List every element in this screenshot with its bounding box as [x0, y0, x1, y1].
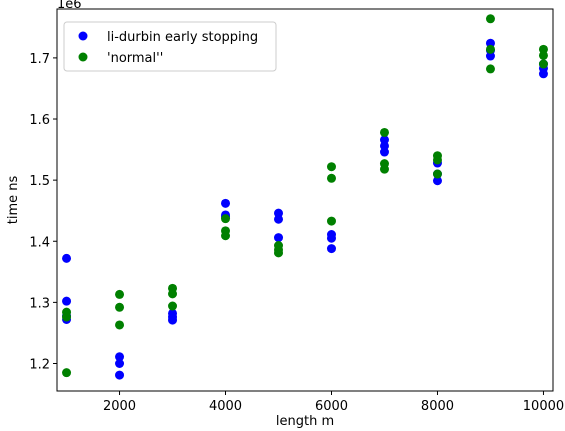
point-series1-2 [62, 368, 72, 378]
point-series0-27 [485, 51, 495, 61]
point-series1-25 [485, 44, 495, 54]
point-series1-28 [538, 50, 548, 60]
y-tick-label: 1.2 [29, 357, 50, 372]
point-series0-30 [538, 69, 548, 79]
legend: li-durbin early stopping 'normal'' [63, 21, 277, 72]
point-series0-1 [62, 296, 72, 306]
point-series1-22 [432, 155, 442, 165]
point-series1-3 [115, 289, 125, 299]
point-series0-10 [221, 198, 231, 208]
point-series0-21 [379, 147, 389, 157]
point-series1-17 [326, 216, 336, 226]
x-tick-label: 2000 [103, 399, 136, 414]
y-tick-label: 1.3 [29, 296, 50, 311]
x-tick-label: 8000 [421, 399, 454, 414]
point-series1-5 [115, 320, 125, 330]
point-series1-29 [538, 59, 548, 69]
y-axis: 1.2 1.3 1.4 1.5 1.6 1.7 [29, 52, 57, 372]
x-axis-label: length m [276, 414, 334, 429]
point-series1-23 [432, 169, 442, 179]
point-series1-24 [485, 14, 495, 24]
point-series1-18 [379, 127, 389, 137]
legend-marker [78, 31, 88, 41]
point-series0-5 [115, 358, 125, 368]
point-series1-20 [379, 164, 389, 174]
point-series1-14 [274, 248, 284, 258]
point-series1-8 [168, 301, 178, 311]
plot-frame [56, 8, 554, 392]
point-series0-0 [62, 253, 72, 263]
point-series1-11 [221, 231, 231, 241]
point-series1-1 [62, 312, 72, 322]
legend-label: li-durbin early stopping [107, 30, 258, 45]
point-series0-9 [168, 315, 178, 325]
point-series0-18 [326, 244, 336, 254]
legend-box [63, 21, 277, 72]
point-series0-4 [115, 352, 125, 362]
point-series0-15 [274, 233, 284, 243]
x-axis: 2000 4000 6000 8000 10000 [103, 391, 564, 414]
y-tick-label: 1.4 [29, 235, 50, 250]
point-series1-4 [115, 302, 125, 312]
y-offset-text: 1e6 [57, 0, 82, 12]
x-tick-label: 6000 [315, 399, 348, 414]
x-tick-label: 4000 [209, 399, 242, 414]
point-series0-14 [274, 214, 284, 224]
point-series0-17 [326, 233, 336, 243]
point-series1-26 [485, 64, 495, 74]
y-tick-label: 1.5 [29, 174, 50, 189]
y-tick-label: 1.6 [29, 113, 50, 128]
point-series1-15 [326, 162, 336, 172]
points-layer [62, 14, 548, 380]
y-tick-label: 1.7 [29, 52, 50, 67]
x-tick-label: 10000 [523, 399, 564, 414]
y-axis-label: time ns [6, 176, 21, 225]
point-series0-24 [432, 176, 442, 186]
point-series1-16 [326, 173, 336, 183]
point-series1-9 [221, 214, 231, 224]
legend-label: 'normal'' [107, 51, 163, 66]
point-series0-6 [115, 370, 125, 380]
legend-marker [78, 52, 88, 62]
point-series1-7 [168, 289, 178, 299]
